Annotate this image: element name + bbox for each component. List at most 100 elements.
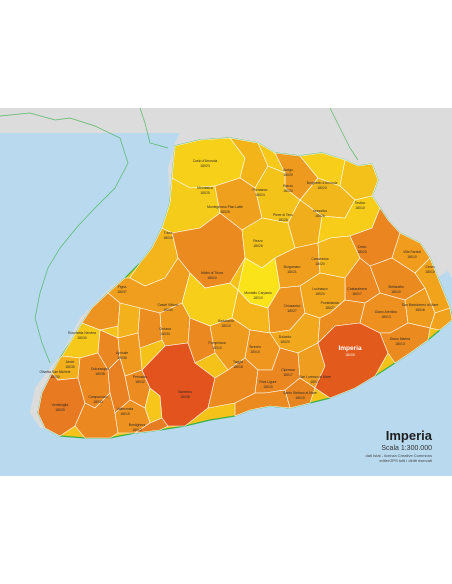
- municipality-label: Borghetto d'Arroscia: [307, 181, 338, 185]
- municipality-label: Lucinasco: [312, 287, 327, 291]
- municipality-label: Riva Ligure: [259, 380, 276, 384]
- municipality-label: 18034: [160, 332, 170, 336]
- municipality-label: 18027: [287, 309, 297, 313]
- municipality-label: Pornassio: [252, 188, 267, 192]
- municipality-label: 18038: [180, 395, 190, 399]
- municipality-label: 18025: [220, 210, 230, 214]
- label-cosio: Cosio d'Arroscia: [193, 159, 218, 163]
- municipality-label: Villa Faraldi: [403, 250, 421, 254]
- municipality-label: 18020: [283, 189, 293, 193]
- municipality-label: Aurigo: [283, 168, 293, 172]
- municipality-label: 18010: [253, 296, 263, 300]
- municipality-label: Santo Stefano al Mare: [283, 391, 317, 395]
- municipality-label: 18010: [407, 255, 417, 259]
- municipality-label: 18010: [212, 346, 222, 350]
- outside-land-north: [0, 108, 452, 278]
- municipality-label: Cervo: [425, 265, 434, 269]
- municipality-label: 18010: [163, 236, 173, 240]
- municipality-label: Vessalico: [313, 209, 327, 213]
- municipality-labels: Cosio d'Arroscia 18023 Mendatica 18025 M…: [39, 159, 438, 432]
- municipality-label: 18035: [95, 372, 105, 376]
- municipality-label: Rezzo: [253, 239, 263, 243]
- municipality-label: 18017: [310, 380, 320, 384]
- municipality-label: Cesio: [358, 245, 367, 249]
- capital-code: 18100: [345, 353, 355, 357]
- municipality-label: 18010: [295, 396, 305, 400]
- municipality-label: 18030: [77, 336, 87, 340]
- municipality-label: 18021: [287, 270, 297, 274]
- municipality-label: 18017: [352, 292, 362, 296]
- municipality-label: 18033: [93, 400, 103, 404]
- municipality-label: Taggia: [233, 360, 243, 364]
- municipality-label: Chiusanico: [284, 304, 301, 308]
- municipality-label: Costarainera: [347, 287, 367, 291]
- municipality-label: Rocchetta Nervina: [68, 331, 96, 335]
- municipality-label: 18039: [55, 408, 65, 412]
- municipality-label: Testico: [355, 201, 366, 205]
- municipality-label: 18026: [315, 214, 325, 218]
- municipality-label: Diano Arentino: [375, 310, 397, 314]
- municipality-label: Badalucco: [218, 319, 234, 323]
- municipality-label: Airole: [66, 360, 75, 364]
- municipality-label: Stellanello: [388, 285, 404, 289]
- municipality-label: Dolceacqua: [91, 367, 109, 371]
- municipality-label: 18018: [233, 365, 243, 369]
- municipality-label: Ventimiglia: [52, 403, 69, 407]
- municipality-label: Dolcedo: [279, 335, 292, 339]
- municipality-label: 18010: [355, 206, 365, 210]
- municipality-label: 18020: [280, 340, 290, 344]
- municipality-label: Camporosso: [88, 395, 107, 399]
- municipality-label: Vallecrosia: [117, 407, 133, 411]
- municipality-label: 18020: [391, 290, 401, 294]
- municipality-label: Mendatica: [197, 186, 213, 190]
- municipality-label: 18026: [278, 218, 288, 222]
- map-legend: Imperia Scala 1:300.000 dati Istat - lic…: [366, 428, 433, 463]
- map-frame: Imperia 18100 Cosio d'Arroscia 18023 Men…: [0, 108, 452, 476]
- municipality-label: 18030: [50, 375, 60, 379]
- municipality-label: Borgomaro: [284, 265, 301, 269]
- municipality-label: 18010: [221, 324, 231, 328]
- municipality-label: Castel Vittorio: [157, 303, 178, 307]
- municipality-label: Montalto Carpasio: [244, 291, 272, 295]
- municipality-label: Pontedassio: [321, 301, 340, 305]
- municipality-label: 18024: [255, 193, 265, 197]
- municipality-label: Montegrosso Pian Latte: [207, 205, 243, 209]
- municipality-label: 18012: [132, 428, 142, 432]
- municipality-label: 18020: [283, 173, 293, 177]
- municipality-label: Pigna: [118, 285, 127, 289]
- municipality-label: 18020: [317, 186, 327, 190]
- neighbour-borders: [0, 108, 359, 364]
- municipality-label: Caravonica: [311, 257, 328, 261]
- municipality-label: 18019: [120, 412, 130, 416]
- municipality-label: 18032: [135, 380, 145, 384]
- municipality-label: Perinaldo: [133, 375, 147, 379]
- municipality-label: Sanremo: [178, 390, 192, 394]
- municipality-label: Apricale: [116, 351, 128, 355]
- province-map[interactable]: Imperia 18100 Cosio d'Arroscia 18023 Men…: [0, 108, 452, 476]
- municipality-label: 18023: [200, 164, 210, 168]
- municipality-label: 18037: [117, 290, 127, 294]
- municipality-label: 18010: [425, 270, 435, 274]
- municipality-label: San Lorenzo al Mare: [299, 375, 331, 379]
- municipality-label: 18010: [207, 276, 217, 280]
- municipality-fills: [37, 137, 452, 439]
- municipality-label: 18026: [253, 244, 263, 248]
- municipality-label: Pieve di Teco: [273, 213, 293, 217]
- municipality-label: 18030: [163, 308, 173, 312]
- municipality-label: Cipressa: [281, 368, 294, 372]
- legend-credit-1: dati Istat - licenza Creative Commons: [366, 453, 432, 458]
- municipality-label: 18020: [315, 292, 325, 296]
- municipality-label: Ranzo: [283, 184, 293, 188]
- municipality-label: Diano Marina: [390, 337, 410, 341]
- municipality-label: 18025: [200, 191, 210, 195]
- municipality-label: Bordighera: [129, 423, 146, 427]
- legend-credit-2: editerGPS tutti i diritti riservati: [379, 458, 432, 463]
- municipality-label: Olivetta San Michele: [39, 370, 70, 374]
- legend-scale: Scala 1:300.000: [381, 445, 432, 452]
- municipality-label: San Bartolomeo al Mare: [402, 303, 439, 307]
- capital-label: Imperia: [338, 345, 362, 352]
- municipality-label: 18010: [250, 350, 260, 354]
- municipality-label: Triora: [164, 231, 173, 235]
- municipality-label: Molini di Triora: [201, 271, 223, 275]
- municipality-label: Pompeiana: [208, 341, 225, 345]
